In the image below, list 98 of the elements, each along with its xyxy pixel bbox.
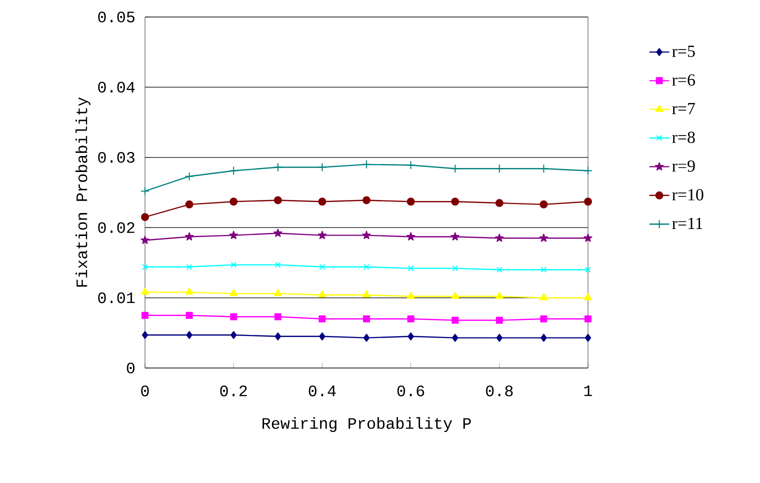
point [452,334,458,342]
point [495,234,504,242]
legend-label: r=8 [672,132,695,144]
point [274,332,282,340]
point [406,160,416,170]
point [184,232,194,240]
point [584,293,592,300]
legend-label: r=9 [672,160,695,172]
point [407,315,414,322]
legend-label: r=6 [672,74,695,86]
point [363,315,370,322]
point [318,315,326,322]
x-tick-label: 0 [141,386,149,396]
point [452,316,459,324]
point [584,234,592,242]
point [230,198,238,206]
point [273,162,282,172]
point [230,262,237,268]
point [450,232,460,240]
point [142,264,148,270]
x-axis-title: Rewiring Probability P [262,417,471,432]
point [229,166,238,176]
legend-label: r=7 [672,103,695,114]
y-tick-label: 0.04 [98,82,135,93]
point [274,196,282,204]
point [408,265,414,272]
point [185,288,194,295]
point [408,332,414,340]
point [362,230,371,240]
y-axis-title: Fixation Probability [76,97,90,287]
point [364,264,370,270]
x-tick-label: 1 [584,386,592,396]
point [274,289,282,296]
point [229,230,238,240]
point [362,196,371,204]
x-tick-label: 0.8 [486,386,513,396]
point [319,264,326,270]
point [362,160,372,169]
x-tick-label: 0.2 [220,386,247,396]
point [406,292,415,299]
point [496,316,503,324]
point [362,290,370,298]
x-tick-label: 0.6 [397,386,424,396]
point [318,230,327,240]
y-tick-label: 0.02 [98,222,134,234]
point [185,200,194,208]
point [540,266,547,273]
point [274,228,282,237]
point [142,312,148,319]
point [540,315,548,322]
point [540,293,548,300]
point [230,289,238,296]
y-tick-label: 0.05 [98,12,134,22]
point [495,292,504,299]
point [318,290,326,298]
point [230,313,238,320]
point [318,198,326,206]
point [584,334,592,342]
y-tick-label: 0.01 [98,292,135,304]
legend-label: r=10 [672,189,704,200]
point [495,199,504,208]
point [406,232,416,240]
y-tick-label: 0 [126,362,134,374]
point [539,234,548,242]
point [363,334,370,342]
point [584,315,592,322]
point [186,264,192,270]
point [318,162,327,172]
point [274,262,281,268]
point [140,186,150,196]
point [494,164,504,174]
point [186,331,192,340]
legend-label: r=5 [672,46,695,58]
point [496,266,502,273]
point [496,334,503,342]
x-tick-label: 0.4 [308,386,336,396]
point [274,313,282,320]
point [141,213,149,222]
point [452,265,458,272]
point [540,200,548,208]
point [540,334,547,342]
y-tick-label: 0.03 [98,152,134,163]
point [186,312,193,319]
point [184,172,194,181]
point [319,332,326,340]
point [451,292,460,299]
point [142,331,148,340]
point [584,166,593,176]
point [585,266,591,273]
point [230,331,237,340]
point [140,236,150,244]
point [450,164,460,174]
point [584,198,592,206]
point [406,198,415,206]
point [451,198,460,206]
point [141,288,149,295]
point [539,164,548,174]
legend-label: r=11 [672,218,702,229]
